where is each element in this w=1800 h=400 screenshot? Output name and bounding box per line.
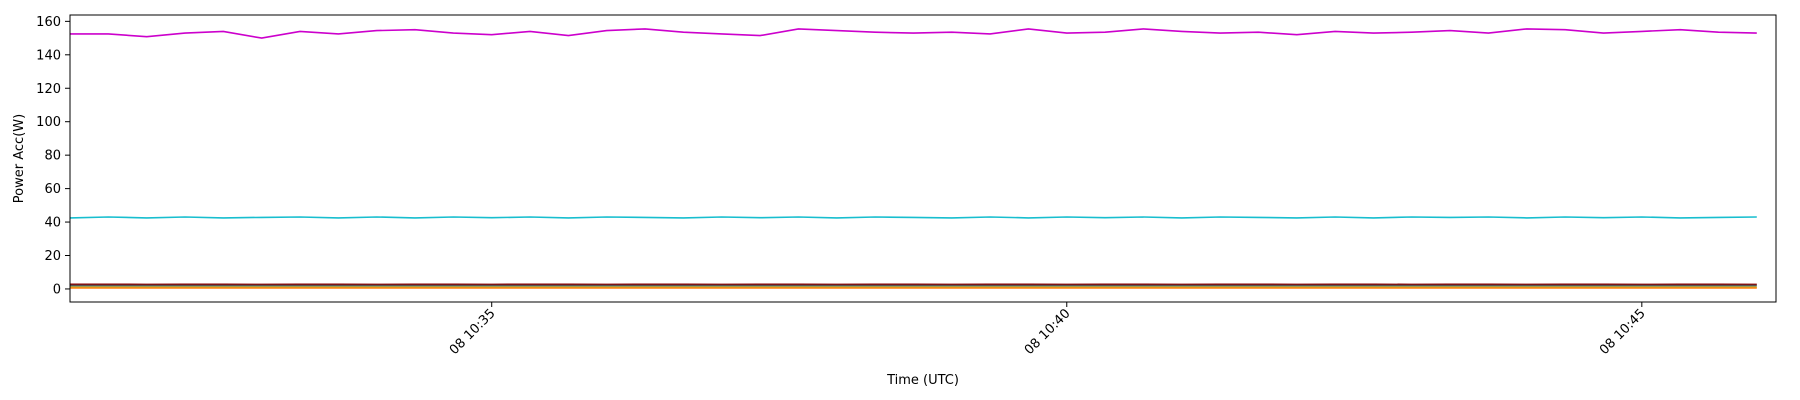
y-tick-label: 80 — [44, 149, 61, 164]
y-tick-label: 0 — [53, 282, 61, 297]
x-axis-label: Time (UTC) — [886, 373, 959, 388]
series-line-2 — [69, 216, 1757, 219]
x-tick-label: 08 10:45 — [1597, 306, 1649, 358]
x-tick-label: 08 10:35 — [447, 306, 499, 358]
y-tick-label: 100 — [36, 115, 61, 130]
plot-frame — [69, 14, 1777, 303]
y-axis-label: Power Acc(W) — [12, 114, 27, 203]
y-tick-label: 20 — [44, 249, 61, 264]
x-tick-label: 08 10:40 — [1022, 306, 1074, 358]
series-layer — [69, 28, 1757, 289]
y-tick-label: 120 — [36, 82, 61, 97]
y-tick-label: 60 — [44, 182, 61, 197]
y-axis-ticks: 0 20 40 60 80 100 120 140 160 — [36, 15, 70, 297]
y-tick-label: 40 — [44, 216, 61, 231]
y-tick-label: 160 — [36, 15, 61, 30]
x-axis-ticks: 08 10:35 08 10:40 08 10:45 — [447, 302, 1649, 358]
series-line-1 — [70, 28, 1757, 39]
y-tick-label: 140 — [36, 48, 61, 63]
